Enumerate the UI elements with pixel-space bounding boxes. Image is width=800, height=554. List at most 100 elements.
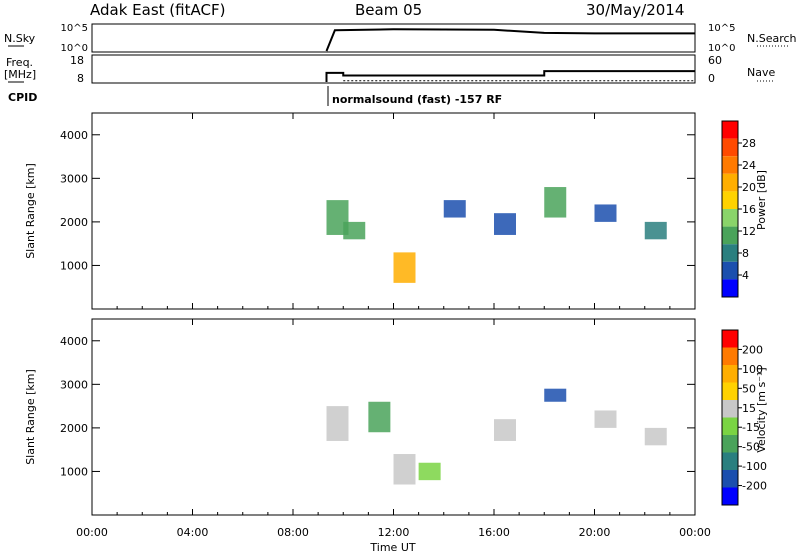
colorbar-swatch: [722, 261, 738, 280]
velocity-heatmap: [326, 388, 667, 485]
colorbar-tick-label: 50: [742, 382, 756, 395]
colorbar-swatch: [722, 191, 738, 209]
nsky-tick-high: 10^5: [61, 23, 88, 34]
colorbar-tick-label: 8: [742, 247, 749, 260]
time-x-axis: 00:00 04:00 08:00 12:00 16:00 20:00 00:00: [76, 113, 711, 539]
colorbar-swatch: [722, 121, 738, 139]
y-tick-label: 1000: [60, 465, 88, 478]
colorbar-swatch: [722, 470, 738, 488]
beam-title: Beam 05: [355, 1, 422, 19]
heatmap-cell: [418, 462, 441, 481]
freq-series-line: [325, 70, 695, 82]
heatmap-cell: [326, 406, 349, 441]
power-y-axis: 4000 3000 2000 1000: [60, 129, 695, 272]
heatmap-cell: [393, 454, 416, 485]
colorbar-swatch: [722, 138, 738, 157]
power-colorbar: 28 24 20 16 12 8 4: [721, 120, 756, 298]
heatmap-cell: [544, 388, 567, 402]
heatmap-cell: [544, 187, 567, 218]
heatmap-cell: [594, 410, 617, 428]
colorbar-swatch: [722, 279, 738, 297]
colorbar-swatch: [722, 452, 738, 470]
colorbar-tick-label: -15: [742, 421, 760, 434]
colorbar-tick-label: 200: [742, 343, 763, 356]
nsky-tick-low: 10^0: [61, 43, 88, 54]
colorbar-tick-label: -50: [742, 441, 760, 454]
y-tick-label: 3000: [60, 172, 88, 185]
velocity-y-label: Slant Range [km]: [24, 369, 37, 465]
heatmap-cell: [494, 213, 516, 235]
colorbar-swatch: [722, 435, 738, 453]
station-title: Adak East (fitACF): [90, 1, 225, 19]
heatmap-cell: [393, 252, 416, 283]
colorbar-tick-label: 20: [742, 181, 756, 194]
freq-label-2: [MHz]: [4, 68, 36, 81]
y-tick-label: 2000: [60, 216, 88, 229]
colorbar-tick-label: 100: [742, 363, 763, 376]
colorbar-tick-label: 12: [742, 225, 756, 238]
velocity-colorbar-label: Velocity [m s⁻¹]: [755, 367, 768, 452]
freq-panel: [91, 54, 696, 84]
heatmap-cell: [644, 221, 667, 240]
cpid-label: CPID: [8, 91, 37, 104]
y-tick-label: 4000: [60, 335, 88, 348]
heatmap-cell: [443, 200, 466, 218]
colorbar-tick-label: -100: [742, 460, 767, 473]
colorbar-tick-label: -200: [742, 480, 767, 493]
x-tick-label: 04:00: [177, 526, 209, 539]
colorbar-swatch: [722, 330, 738, 348]
y-tick-label: 1000: [60, 259, 88, 272]
colorbar-swatch: [722, 226, 738, 245]
date-title: 30/May/2014: [586, 1, 684, 19]
heatmap-cell: [326, 200, 349, 235]
power-colorbar-label: Power [dB]: [755, 170, 768, 230]
nave-label: Nave: [747, 66, 775, 79]
colorbar-swatch: [722, 156, 738, 174]
heatmap-cell: [343, 221, 366, 240]
x-tick-label: 00:00: [76, 526, 108, 539]
cpid-text: normalsound (fast) -157 RF: [332, 93, 502, 106]
velocity-y-axis: 4000 3000 2000 1000: [60, 335, 695, 478]
y-tick-label: 2000: [60, 422, 88, 435]
heatmap-cell: [644, 427, 667, 446]
y-tick-label: 3000: [60, 378, 88, 391]
colorbar-tick-label: 28: [742, 137, 756, 150]
x-tick-label: 12:00: [378, 526, 410, 539]
colorbar-swatch: [722, 417, 738, 435]
freq-label-1: Freq.: [6, 56, 33, 69]
heatmap-cell: [494, 419, 516, 441]
colorbar-swatch: [722, 244, 738, 262]
power-heatmap: [326, 187, 667, 283]
x-axis-label: Time UT: [369, 541, 415, 554]
power-y-label: Slant Range [km]: [24, 163, 37, 259]
velocity-colorbar: 200 100 50 15 -15 -50 -100 -200: [721, 329, 767, 506]
nsearch-tick-high: 10^5: [708, 23, 735, 34]
x-tick-label: 20:00: [579, 526, 611, 539]
nsky-series-line: [325, 28, 695, 52]
colorbar-tick-label: 24: [742, 159, 756, 172]
nave-tick-high: 60: [708, 54, 722, 67]
colorbar-tick-label: 16: [742, 203, 756, 216]
colorbar-tick-label: 15: [742, 402, 756, 415]
colorbar-swatch: [722, 365, 738, 383]
colorbar-swatch: [722, 209, 738, 227]
x-tick-label: 00:00: [679, 526, 711, 539]
x-tick-label: 08:00: [277, 526, 309, 539]
nsky-label: N.Sky: [4, 32, 36, 45]
freq-tick-high: 18: [70, 54, 84, 67]
nsky-panel: [91, 23, 696, 53]
freq-tick-low: 8: [77, 72, 84, 85]
colorbar-tick-label: 4: [742, 269, 749, 282]
heatmap-cell: [594, 204, 617, 222]
x-tick-label: 16:00: [478, 526, 510, 539]
y-tick-label: 4000: [60, 129, 88, 142]
colorbar-frame: [721, 329, 739, 506]
colorbar-swatch: [722, 347, 738, 365]
colorbar-swatch: [722, 173, 738, 192]
nsearch-tick-low: 10^0: [708, 43, 735, 54]
nsearch-label: N.Search: [747, 32, 797, 45]
colorbar-swatch: [722, 382, 738, 400]
heatmap-cell: [368, 401, 391, 433]
nave-tick-low: 0: [708, 72, 715, 85]
